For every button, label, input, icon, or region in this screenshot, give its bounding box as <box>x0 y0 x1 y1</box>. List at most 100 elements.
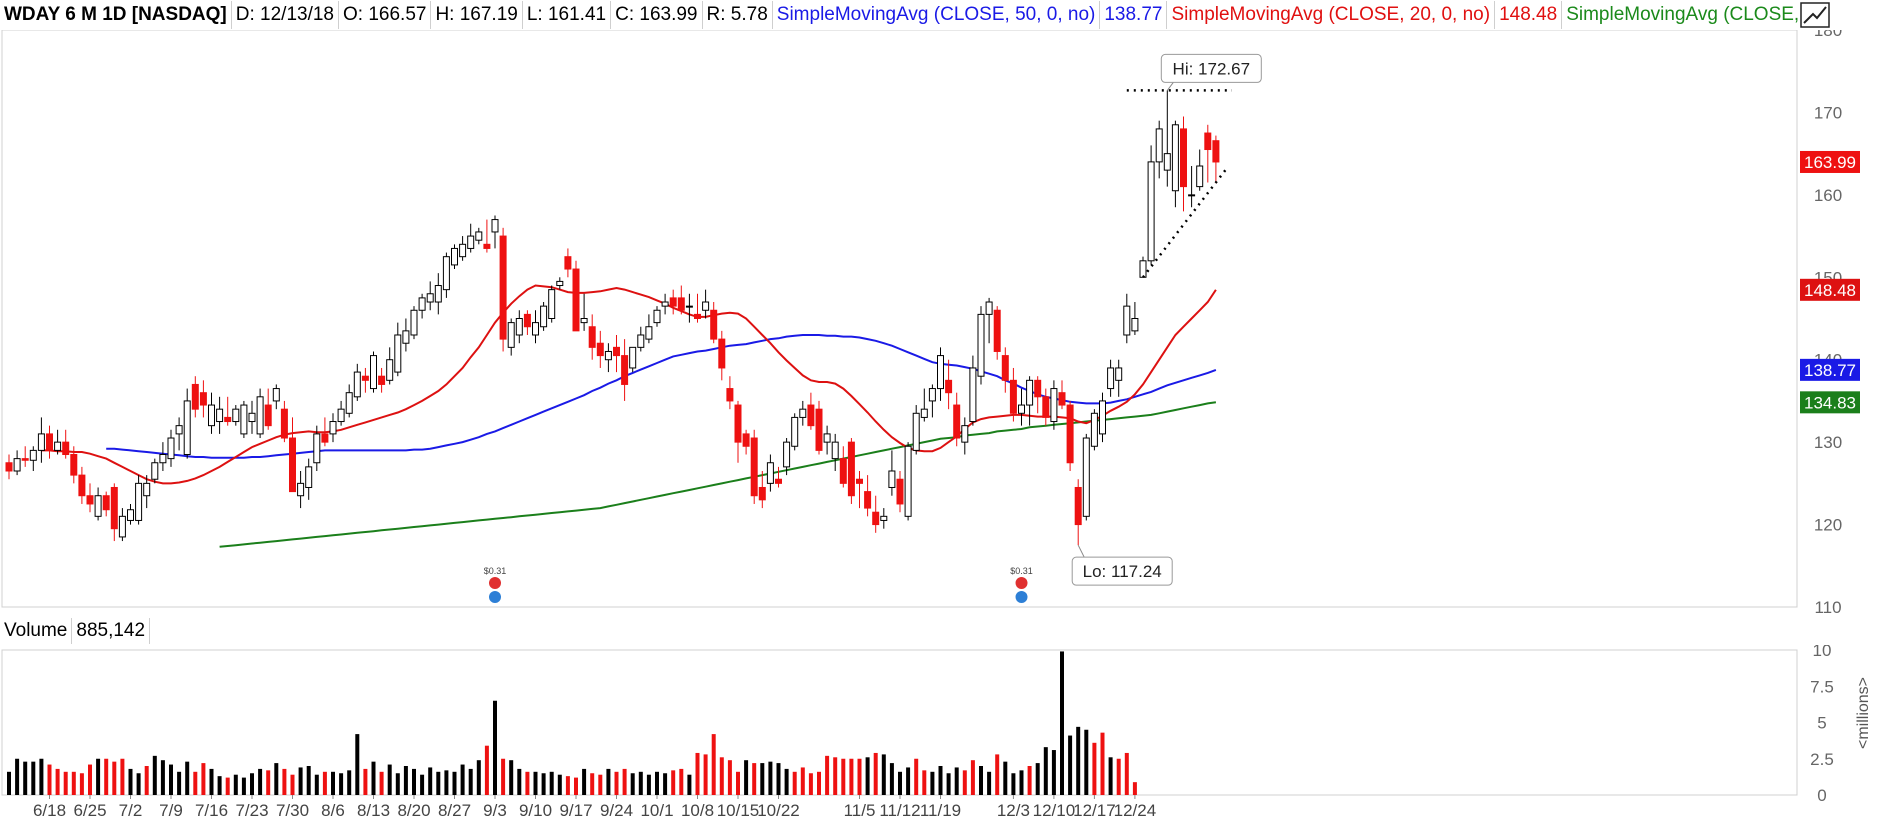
sma20-label[interactable]: SimpleMovingAvg (CLOSE, 20, 0, no) <box>1167 1 1496 29</box>
candle-body <box>945 379 953 394</box>
candle <box>1074 479 1082 546</box>
chart-style-icon[interactable] <box>1800 2 1830 28</box>
volume-bar <box>1035 763 1040 795</box>
volume-bar <box>7 771 11 795</box>
volume-bar <box>517 768 522 795</box>
candle <box>540 302 548 331</box>
candle-body <box>775 478 782 484</box>
candle-body <box>1001 355 1009 381</box>
volume-bar <box>452 771 457 795</box>
low-annotation-pointer <box>1077 544 1085 558</box>
candle <box>669 289 677 315</box>
earnings-icon[interactable] <box>489 591 501 603</box>
candle-body <box>199 392 207 406</box>
candle-body <box>110 486 118 530</box>
candle <box>127 503 134 525</box>
candle <box>523 310 531 335</box>
candle <box>1058 380 1066 410</box>
symbol-label[interactable]: WDAY 6 M 1D [NASDAQ] <box>0 1 232 29</box>
candle <box>1131 302 1139 335</box>
candle-body <box>183 400 191 456</box>
candle <box>661 293 669 315</box>
dividend-icon[interactable] <box>489 577 501 589</box>
candle <box>459 236 467 261</box>
volume-bar <box>258 768 263 795</box>
candle-body <box>783 441 791 468</box>
volume-bar <box>954 767 959 795</box>
volume-bar <box>549 771 554 795</box>
candle-body <box>62 441 70 456</box>
candle <box>1196 149 1204 191</box>
volume-bar <box>306 766 311 795</box>
candle <box>1034 376 1042 414</box>
volume-bar <box>679 768 684 795</box>
candle-body <box>175 425 183 435</box>
candle <box>1050 380 1058 430</box>
candle-body <box>969 367 977 423</box>
candle <box>702 289 710 319</box>
sma50-value: 138.77 <box>1100 1 1168 29</box>
candle <box>159 442 167 471</box>
volume-bar <box>1068 735 1073 795</box>
volume-tick-label: 2.5 <box>1810 750 1834 769</box>
candle <box>240 400 248 439</box>
volume-bar <box>590 773 595 795</box>
volume-bar <box>922 770 927 795</box>
volume-bar <box>776 763 781 795</box>
date-tick-label: 8/6 <box>321 801 345 820</box>
volume-bar <box>1011 773 1016 795</box>
candle <box>677 285 685 315</box>
candle <box>361 367 369 393</box>
candle <box>378 367 386 393</box>
volume-bar <box>841 758 846 795</box>
volume-bar <box>946 773 951 795</box>
date-tick-label: 10/8 <box>681 801 714 820</box>
candle-body <box>1066 404 1074 464</box>
candle-body <box>1042 396 1050 418</box>
candle <box>280 400 288 443</box>
candle-body <box>985 301 993 315</box>
date-tick-label: 8/13 <box>357 801 390 820</box>
chart-header: WDAY 6 M 1D [NASDAQ] D: 12/13/18 O: 166.… <box>0 0 1810 30</box>
volume-bar <box>808 773 813 795</box>
candle <box>734 400 742 463</box>
candle <box>86 483 94 513</box>
candle <box>1171 120 1179 208</box>
candle <box>442 252 450 298</box>
sma200-label[interactable]: SimpleMovingAvg (CLOSE, 200, 0,... <box>1562 1 1810 29</box>
candle <box>329 413 337 443</box>
volume-bar <box>760 763 765 795</box>
volume-bar <box>1084 729 1089 795</box>
candle <box>766 454 774 492</box>
volume-bar <box>420 774 425 795</box>
volume-bar <box>282 768 287 795</box>
volume-bar <box>55 768 60 795</box>
candle-body <box>864 491 872 509</box>
candle-body <box>920 408 928 418</box>
candle <box>183 388 191 459</box>
volume-bar <box>817 771 821 795</box>
date-tick-label: 9/24 <box>600 801 633 820</box>
sma50-label[interactable]: SimpleMovingAvg (CLOSE, 50, 0, no) <box>773 1 1101 29</box>
candle <box>904 442 912 521</box>
candle-body <box>70 454 78 476</box>
volume-bar <box>241 777 246 795</box>
candle <box>1009 367 1017 422</box>
candle <box>110 483 118 542</box>
candle-body <box>1018 404 1025 414</box>
date-tick-label: 9/17 <box>559 801 592 820</box>
candle-body <box>208 404 215 427</box>
candle-body <box>475 231 483 241</box>
volume-bar <box>703 754 708 795</box>
dividend-icon[interactable] <box>1015 577 1028 589</box>
volume-bar <box>987 771 992 795</box>
volume-bar <box>322 771 327 795</box>
candle-body <box>370 355 377 390</box>
candle <box>29 446 37 471</box>
earnings-icon[interactable] <box>1015 591 1028 603</box>
volume-bar <box>225 777 230 795</box>
volume-bar <box>355 734 360 795</box>
candle-body <box>1034 379 1042 398</box>
volume-bar <box>428 767 433 795</box>
